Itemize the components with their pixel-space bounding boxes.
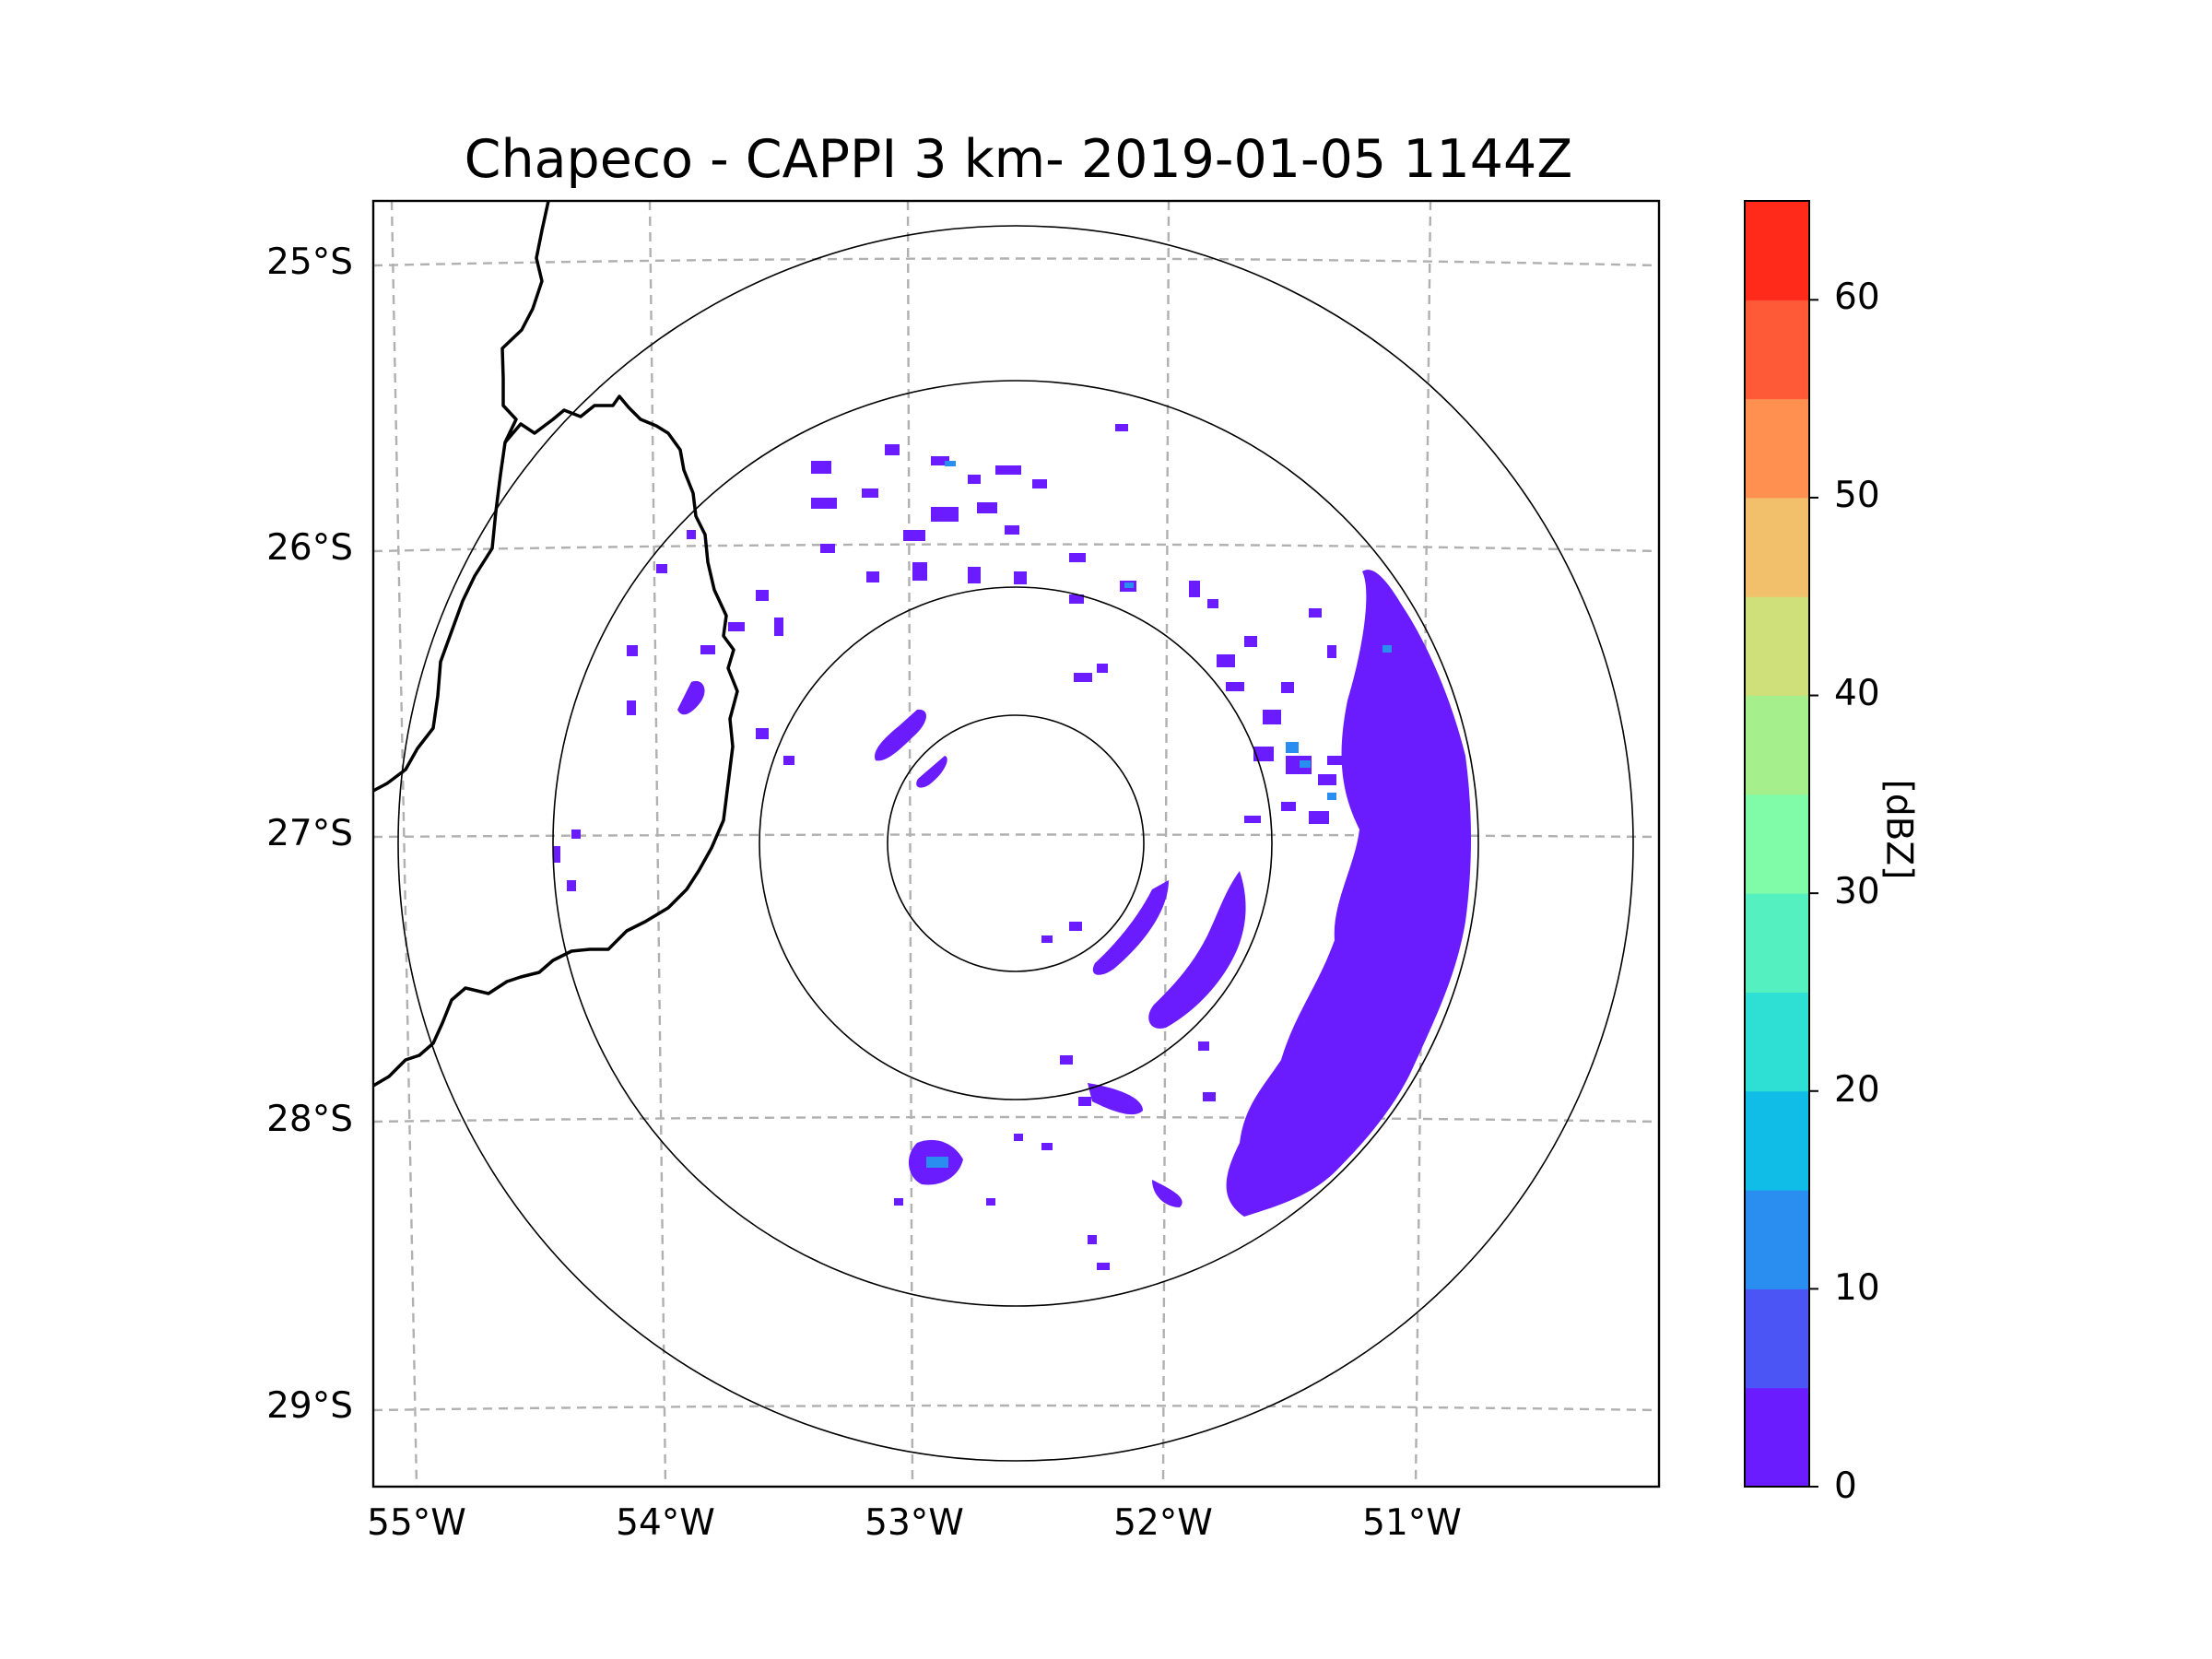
colorbar-segment <box>1745 695 1809 795</box>
echo-sse <box>1152 1180 1182 1207</box>
chart-title: Chapeco - CAPPI 3 km- 2019-01-05 1144Z <box>464 129 1573 190</box>
lat-tick-label: 28°S <box>266 1099 353 1140</box>
colorbar-tick-label: 0 <box>1834 1465 1857 1507</box>
lon-tick-label: 54°W <box>616 1502 715 1544</box>
lat-tick-label: 26°S <box>266 527 353 569</box>
colorbar-segment <box>1745 596 1809 697</box>
lat-gridlines <box>373 257 1659 1412</box>
map-frame <box>371 199 1661 1488</box>
colorbar-tick-label: 20 <box>1834 1069 1880 1111</box>
colorbar-frame <box>1744 200 1810 1488</box>
colorbar-segment <box>1745 1288 1809 1389</box>
colorbar-segment <box>1745 1387 1809 1488</box>
range-ring-4 <box>397 225 1634 1462</box>
radar-echoes <box>553 424 1471 1270</box>
echo-west-cell <box>677 680 705 715</box>
echo-east-band <box>1226 570 1471 1217</box>
echo-inner-nw <box>875 709 927 761</box>
colorbar-segment <box>1745 398 1809 499</box>
lon-tick-label: 53°W <box>865 1502 964 1544</box>
colorbar-segment <box>1745 893 1809 993</box>
lon-tick-label: 51°W <box>1362 1502 1462 1544</box>
colorbar-tick-label: 50 <box>1834 475 1880 516</box>
colorbar-tick-label: 60 <box>1834 276 1880 318</box>
radar-echoes-moderate <box>926 461 1392 1168</box>
range-rings <box>397 225 1634 1462</box>
colorbar-segment <box>1745 201 1809 300</box>
colorbar-segment <box>1745 992 1809 1092</box>
colorbar <box>1745 201 1818 1488</box>
colorbar-segment <box>1745 300 1809 400</box>
political-borders <box>373 201 739 1088</box>
lat-tick-label: 27°S <box>266 813 353 854</box>
range-ring-3 <box>552 380 1479 1307</box>
colorbar-segment <box>1745 1090 1809 1191</box>
colorbar-tick-label: 40 <box>1834 673 1880 714</box>
colorbar-segment <box>1745 1190 1809 1289</box>
colorbar-tick-label: 10 <box>1834 1267 1880 1309</box>
colorbar-tick-label: 30 <box>1834 871 1880 912</box>
colorbar-label: [dBZ] <box>1877 779 1920 880</box>
echo-inner-core <box>916 756 947 788</box>
lon-tick-label: 52°W <box>1113 1502 1213 1544</box>
lat-tick-label: 25°S <box>266 241 353 283</box>
lat-tick-label: 29°S <box>266 1385 353 1427</box>
colorbar-segment <box>1745 794 1809 894</box>
range-ring-1 <box>887 714 1145 972</box>
echo-se-arc <box>1088 1083 1143 1115</box>
echo-arc-inner <box>1092 880 1169 975</box>
colorbar-segment <box>1745 497 1809 597</box>
lon-tick-label: 55°W <box>367 1502 466 1544</box>
range-ring-2 <box>759 586 1273 1100</box>
echo-arc-south <box>1148 871 1246 1029</box>
